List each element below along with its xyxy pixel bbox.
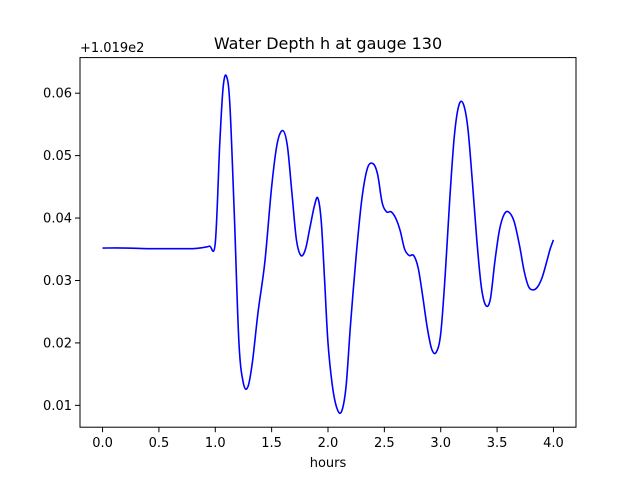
y-offset-label: +1.019e2 [80,41,144,56]
y-tick-label: 0.05 [43,149,72,164]
x-axis-label: hours [310,456,347,471]
plot-area [80,57,576,428]
x-tick-label: 1.5 [261,436,282,451]
y-tick-label: 0.06 [43,87,72,102]
y-axis: 0.01 0.02 0.03 0.04 0.05 0.06 [43,87,80,414]
series-line [102,74,555,415]
x-tick-label: 3.5 [487,436,508,451]
data-layer [102,74,555,415]
x-axis: 0.0 0.5 1.0 1.5 2.0 2.5 3.0 3.5 4.0 [92,427,564,451]
x-tick-label: 0.0 [92,436,113,451]
chart-title: Water Depth h at gauge 130 [214,34,442,53]
y-tick-label: 0.04 [43,212,72,227]
x-tick-label: 2.0 [318,436,339,451]
x-tick-label: 1.0 [205,436,226,451]
x-tick-label: 4.0 [543,436,564,451]
y-tick-label: 0.03 [43,274,72,289]
y-tick-label: 0.02 [43,336,72,351]
x-tick-label: 2.5 [374,436,395,451]
x-tick-label: 3.0 [430,436,451,451]
x-tick-label: 0.5 [149,436,170,451]
y-tick-label: 0.01 [43,399,72,414]
